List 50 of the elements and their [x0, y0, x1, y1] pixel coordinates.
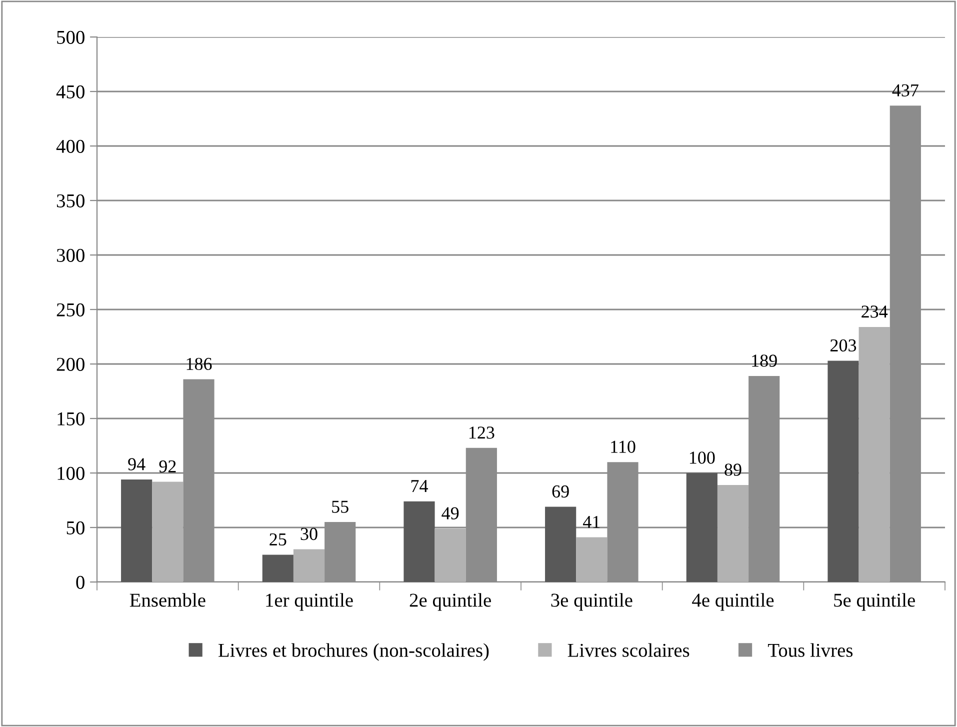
x-tick-label: 3e quintile [551, 593, 632, 611]
data-label: 30 [300, 528, 318, 540]
bar [262, 554, 294, 582]
y-tick-label: 400 [56, 140, 84, 153]
legend-label: Tous livres [768, 643, 853, 657]
data-label: 437 [892, 84, 918, 96]
data-label: 94 [128, 458, 146, 470]
bar [858, 326, 890, 582]
x-tick-label: 2e quintile [410, 593, 491, 611]
data-label: 92 [159, 460, 176, 472]
x-tick-label: 4e quintile [692, 593, 774, 611]
data-label: 74 [411, 480, 428, 492]
data-label: 41 [582, 516, 600, 528]
bar [576, 537, 608, 582]
bar [717, 484, 749, 582]
bar [404, 501, 435, 582]
bar [434, 528, 466, 582]
y-tick-label: 300 [56, 248, 84, 262]
y-tick-label: 250 [56, 303, 84, 316]
bar [686, 473, 718, 582]
y-tick-label: 50 [66, 521, 84, 534]
data-label: 234 [862, 306, 888, 318]
data-label: 203 [830, 339, 856, 352]
y-tick-label: 200 [56, 358, 84, 371]
data-label: 123 [469, 426, 494, 439]
data-label: 89 [724, 464, 742, 476]
x-tick-label: Ensemble [130, 593, 206, 607]
y-tick-label: 100 [58, 466, 84, 480]
bar [121, 480, 152, 582]
y-tick-label: 0 [76, 576, 84, 589]
data-label: 49 [442, 507, 459, 520]
data-label: 110 [611, 440, 636, 453]
data-label: 25 [270, 533, 286, 546]
y-tick-label: 150 [58, 412, 84, 426]
y-tick-label: 450 [56, 85, 84, 98]
data-label: 189 [752, 354, 777, 367]
y-tick-label: 500 [57, 30, 84, 44]
x-tick-label: 5e quintile [834, 593, 915, 611]
data-label: 100 [690, 452, 715, 464]
x-tick-label: 1er quintile [266, 593, 353, 611]
bar [293, 549, 325, 582]
data-label: 186 [186, 358, 212, 370]
legend-label: Livres scolaires [568, 643, 690, 657]
data-label: 55 [332, 500, 348, 513]
bar [545, 506, 576, 582]
bar [152, 482, 184, 582]
bar [828, 360, 859, 582]
legend-label: Livres et brochures (non-scolaires) [218, 643, 489, 661]
y-tick-label: 350 [56, 194, 84, 208]
data-label: 69 [552, 485, 569, 498]
